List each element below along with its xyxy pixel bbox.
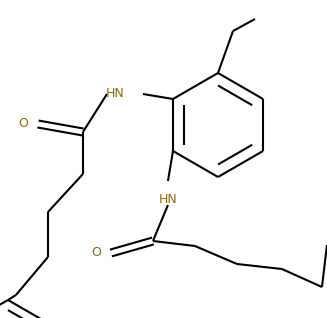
Text: O: O	[91, 246, 101, 259]
Text: O: O	[18, 117, 28, 130]
Text: HN: HN	[159, 193, 177, 206]
Text: HN: HN	[106, 87, 125, 100]
